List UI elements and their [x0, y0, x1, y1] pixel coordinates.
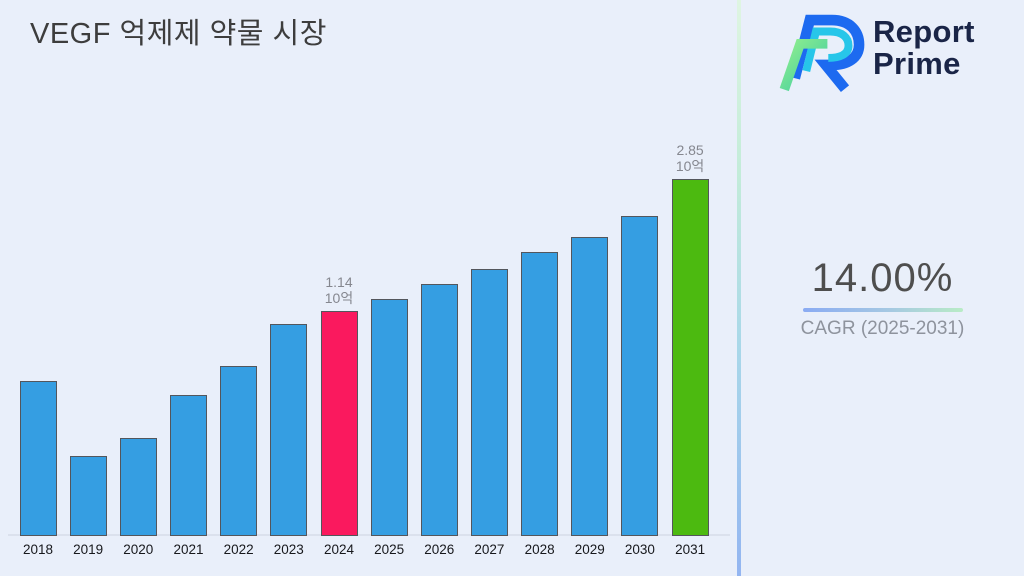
report-prime-logo: Report Prime — [779, 6, 1009, 96]
value-label-2024: 1.14 10억 — [324, 273, 354, 307]
x-tick-2028: 2028 — [524, 542, 555, 557]
cagr-value: 14.00% — [811, 256, 954, 300]
bar-2022 — [220, 366, 258, 536]
x-tick-2020: 2020 — [123, 542, 154, 557]
x-tick-2030: 2030 — [624, 542, 655, 557]
bar-2031 — [671, 179, 709, 536]
x-tick-2024: 2024 — [323, 542, 355, 557]
logo-wordmark: Report Prime — [873, 14, 975, 82]
bar-2027 — [470, 269, 508, 536]
report-prime-logo-icon — [779, 14, 865, 93]
bar-2021 — [170, 395, 207, 536]
bar-2030 — [621, 216, 659, 536]
bar-2018 — [19, 381, 57, 536]
logo-line2: Prime — [873, 46, 961, 82]
x-tick-2021: 2021 — [173, 542, 204, 557]
bar-2019 — [69, 456, 107, 536]
bar-chart: 2018 2019 2020 2021 2022 2023 2024 1.14 10억 2025 2… — [8, 141, 730, 557]
bar-2028 — [521, 252, 559, 536]
x-tick-2026: 2026 — [424, 542, 455, 557]
bar-2025 — [370, 299, 408, 536]
cagr-panel: 14.00% CAGR (2025-2031) — [741, 256, 1024, 340]
x-tick-2029: 2029 — [574, 542, 605, 557]
value-label-2031: 2.85 10억 — [675, 141, 705, 175]
bar-2023 — [270, 324, 308, 536]
x-tick-2025: 2025 — [374, 542, 405, 557]
cagr-underline — [802, 308, 963, 312]
page-title: VEGF 억제제 약물 시장 — [30, 18, 327, 50]
x-tick-2019: 2019 — [73, 542, 104, 557]
vertical-divider — [737, 0, 741, 576]
cagr-label: CAGR (2025-2031) — [800, 318, 965, 339]
x-tick-2031: 2031 — [675, 542, 706, 557]
x-tick-2018: 2018 — [22, 542, 54, 557]
bar-2026 — [420, 284, 458, 536]
bar-2024 — [320, 311, 358, 536]
x-tick-2023: 2023 — [273, 542, 304, 557]
bar-2029 — [571, 237, 609, 536]
logo-line1: Report — [873, 14, 975, 49]
x-tick-2022: 2022 — [223, 542, 254, 557]
bar-2020 — [119, 438, 157, 536]
x-tick-2027: 2027 — [474, 542, 505, 557]
x-axis-line — [8, 534, 730, 536]
